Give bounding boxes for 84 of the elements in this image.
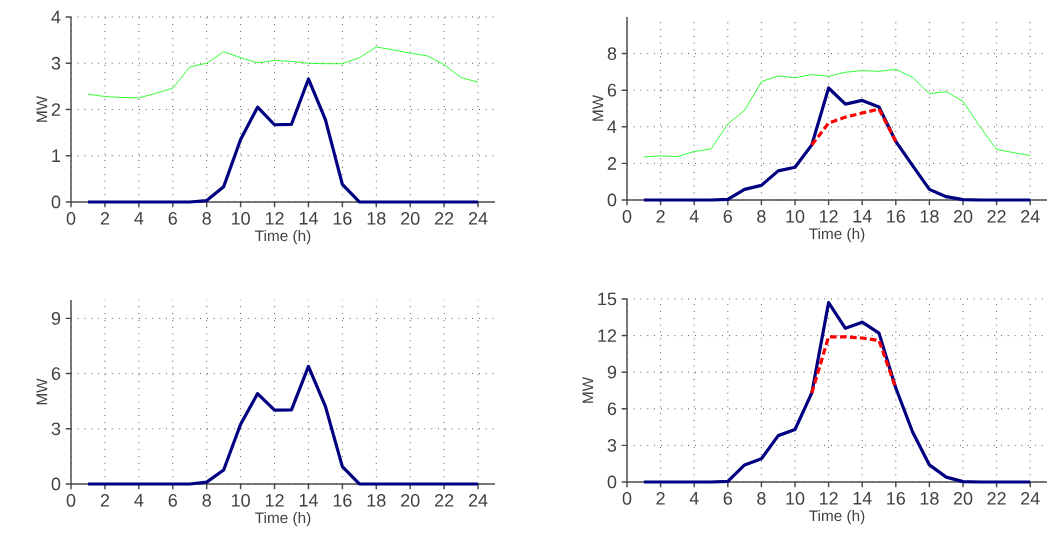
line-series — [87, 46, 479, 99]
x-tick-label: 0 — [66, 212, 76, 225]
x-tick-label: 18 — [367, 494, 386, 507]
y-tick-label: 4 — [51, 10, 61, 24]
line-series — [810, 107, 898, 147]
y-tick-label: 6 — [607, 83, 617, 97]
x-tick-label: 14 — [299, 494, 318, 507]
x-tick-label: 16 — [333, 212, 352, 225]
x-axis-title: Time (h) — [255, 229, 311, 245]
y-tick-label: 0 — [607, 193, 617, 207]
x-tick-label: 14 — [299, 212, 318, 225]
x-tick-label: 4 — [134, 494, 144, 507]
x-tick-label: 24 — [1021, 492, 1040, 505]
x-tick-label: 16 — [887, 492, 906, 505]
x-tick-label: 10 — [231, 494, 250, 507]
x-tick-label: 4 — [134, 212, 144, 225]
y-tick-label: 15 — [598, 292, 617, 306]
y-tick-label: 9 — [51, 312, 61, 325]
y-tick-label: 2 — [51, 103, 61, 116]
x-tick-label: 0 — [622, 492, 632, 505]
x-tick-label: 4 — [689, 492, 699, 505]
x-tick-label: 22 — [987, 492, 1006, 505]
y-tick-label: 0 — [607, 475, 617, 489]
x-tick-label: 6 — [723, 210, 733, 223]
y-tick-label: 0 — [51, 477, 61, 491]
x-tick-label: 10 — [786, 210, 805, 223]
y-axis-title: MW — [592, 94, 604, 121]
x-tick-label: 2 — [100, 494, 110, 507]
x-axis-title: Time (h) — [255, 511, 311, 527]
x-tick-label: 18 — [920, 210, 939, 223]
x-tick-label: 24 — [468, 212, 488, 225]
x-tick-label: 18 — [920, 492, 939, 505]
y-axis-title: MW — [582, 376, 594, 403]
y-tick-label: 9 — [607, 365, 617, 379]
y-tick-label: 6 — [51, 367, 61, 380]
x-tick-label: 0 — [622, 210, 632, 223]
x-tick-label: 14 — [853, 492, 872, 505]
x-tick-label: 2 — [100, 212, 110, 225]
x-tick-label: 6 — [168, 494, 177, 507]
x-axis-title: Time (h) — [809, 509, 865, 525]
y-axis-title: MW — [36, 95, 48, 122]
y-tick-label: 4 — [607, 120, 617, 133]
x-tick-label: 20 — [953, 210, 973, 223]
y-tick-label: 1 — [52, 149, 61, 162]
y-tick-label: 8 — [607, 47, 617, 60]
y-tick-label: 0 — [51, 195, 61, 209]
x-tick-label: 22 — [435, 494, 454, 507]
x-tick-label: 14 — [853, 210, 872, 223]
y-tick-label: 3 — [51, 422, 61, 436]
line-series — [643, 68, 1031, 158]
x-tick-label: 2 — [656, 210, 665, 223]
x-tick-label: 10 — [786, 492, 805, 505]
x-tick-label: 8 — [202, 212, 211, 225]
x-tick-label: 24 — [1021, 210, 1040, 223]
y-tick-label: 6 — [607, 402, 617, 416]
x-tick-label: 8 — [202, 494, 211, 507]
y-tick-label: 3 — [51, 56, 61, 70]
y-tick-label: 3 — [607, 439, 617, 452]
x-tick-label: 12 — [265, 494, 284, 507]
x-tick-label: 12 — [819, 210, 838, 223]
y-axis-title: MW — [36, 378, 48, 405]
x-tick-label: 16 — [333, 494, 352, 507]
x-tick-label: 16 — [887, 210, 906, 223]
y-tick-label: 2 — [607, 157, 617, 170]
x-tick-label: 22 — [435, 212, 454, 225]
x-tick-label: 22 — [987, 210, 1006, 223]
x-tick-label: 2 — [656, 492, 665, 505]
x-tick-label: 4 — [689, 210, 699, 223]
line-series — [810, 335, 898, 395]
x-tick-label: 0 — [66, 494, 76, 507]
x-tick-label: 20 — [953, 492, 973, 505]
x-axis-title: Time (h) — [809, 227, 865, 243]
x-tick-label: 8 — [757, 492, 766, 505]
x-tick-label: 18 — [367, 212, 386, 225]
x-tick-label: 10 — [231, 212, 250, 225]
x-tick-label: 20 — [401, 494, 420, 507]
y-tick-label: 12 — [598, 329, 617, 342]
x-tick-label: 12 — [819, 492, 838, 505]
x-tick-label: 20 — [401, 212, 420, 225]
x-tick-label: 6 — [168, 212, 177, 225]
x-tick-label: 12 — [265, 212, 284, 225]
x-tick-label: 24 — [468, 494, 488, 507]
x-tick-label: 6 — [723, 492, 733, 505]
x-tick-label: 8 — [757, 210, 766, 223]
